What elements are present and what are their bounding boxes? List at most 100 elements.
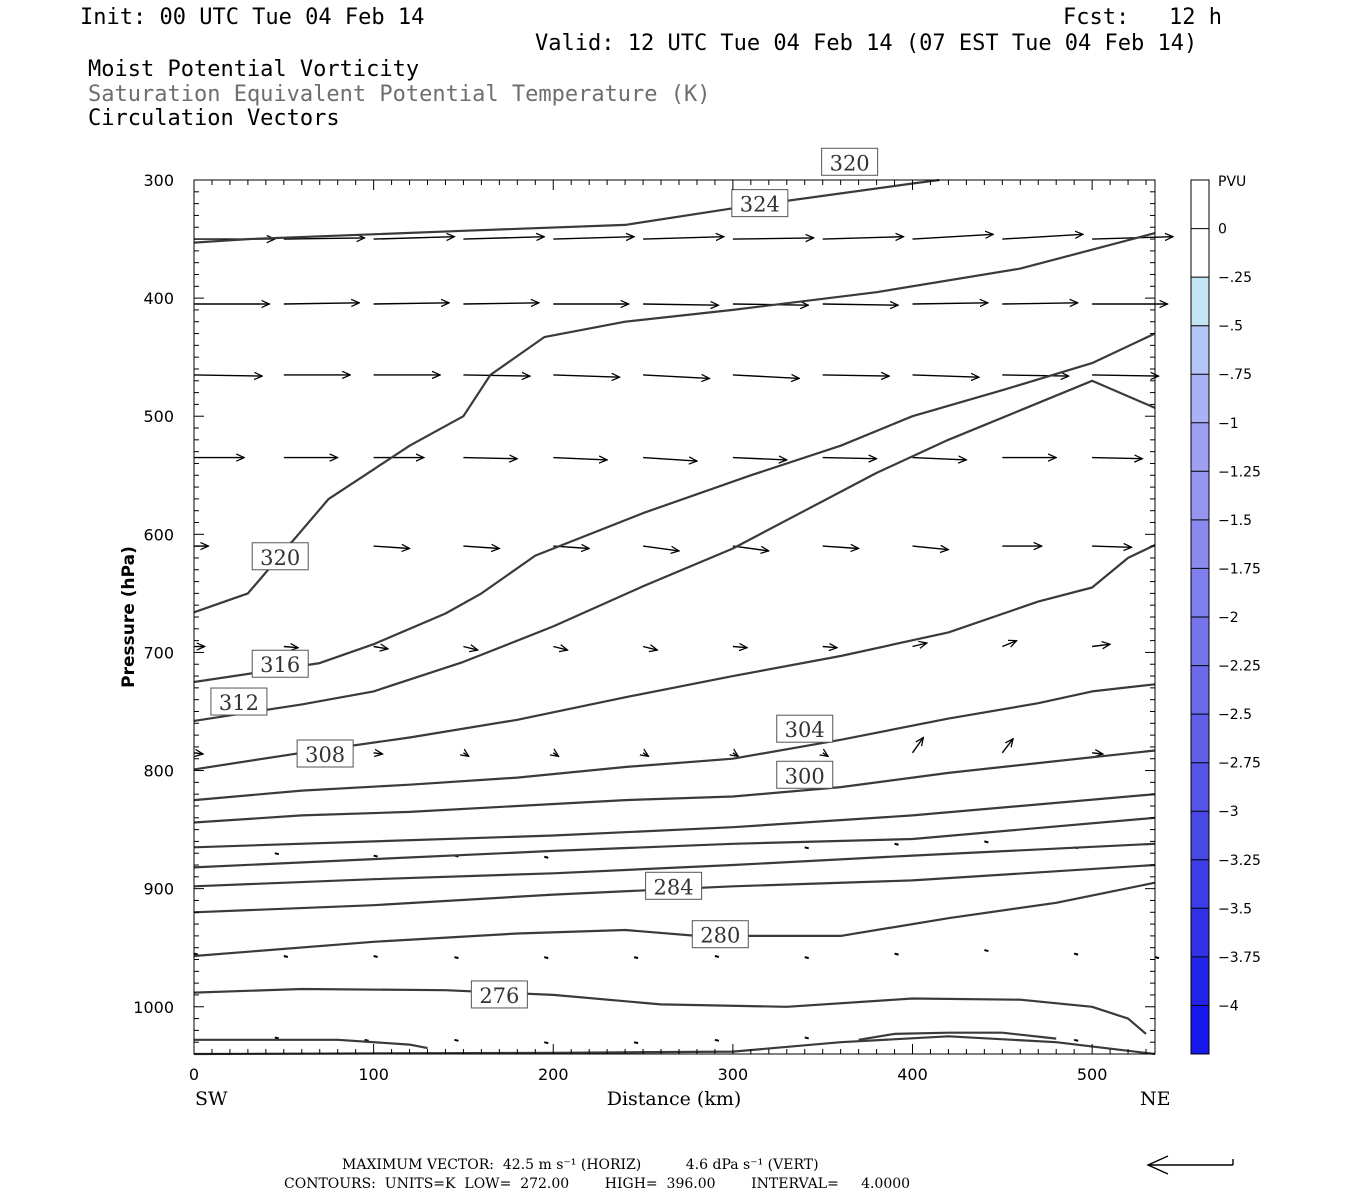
contour-304-6 (193, 683, 1156, 802)
vector-465-5 (643, 375, 709, 379)
contour-label-316-3: 316 (251, 649, 309, 678)
colorbar-segment-8 (1191, 568, 1209, 618)
colorbar-segment-4 (1191, 374, 1209, 424)
contour-label-320-2: 320 (251, 542, 309, 571)
vector-405-3 (463, 303, 539, 304)
vector-small-14 (714, 955, 720, 958)
valid-time: Valid: 12 UTC Tue 04 Feb 14 (07 EST Tue … (535, 31, 1198, 56)
reference-vector-icon (1146, 1155, 1234, 1175)
xtick-label-0: 0 (189, 1065, 199, 1084)
vector-small-10 (373, 955, 378, 958)
colorbar-segment-12 (1191, 762, 1209, 812)
ytick-label-500: 500 (143, 407, 174, 426)
vector-small-24 (633, 1041, 639, 1045)
vector-610-5 (643, 545, 679, 551)
vector-small-5 (894, 842, 899, 846)
vector-695-4 (553, 647, 567, 651)
contour-324-0 (193, 178, 940, 244)
vector-small-3 (544, 855, 549, 859)
vector-small-19 (1154, 956, 1160, 960)
colorbar-segment-5 (1191, 422, 1209, 472)
vector-350-7 (822, 237, 904, 239)
x-axis-title: Distance (km) (607, 1088, 742, 1110)
vector-785-8 (1001, 739, 1013, 754)
colorbar-segment-0 (1191, 180, 1209, 230)
vector-405-1 (283, 303, 360, 304)
vector-535-5 (643, 458, 697, 462)
contour-308-5 (193, 544, 1156, 771)
x-start-label: SW (195, 1088, 228, 1110)
y-axis-title: Pressure (hPa) (119, 546, 139, 688)
contour-label-300-7: 300 (776, 760, 834, 789)
vector-785-6 (823, 753, 828, 757)
contour-label-324-0: 324 (731, 189, 789, 218)
x-end-label: NE (1140, 1088, 1171, 1110)
contour-288-10 (193, 842, 1156, 888)
vector-small-11 (454, 956, 459, 960)
vector-350-1 (283, 238, 365, 239)
colorbar-labels: 0 −.25 −.5 −.75 −1 −1.25 −1.5 −1.75 −2 −2.25 −2.5 −… (1218, 222, 1261, 1015)
colorbar-label-12: −3 (1218, 804, 1239, 820)
colorbar-label-4: −1 (1218, 416, 1239, 432)
field-title-2: Saturation Equivalent Potential Temperat… (88, 82, 711, 107)
theta-es-contours (193, 178, 1156, 1056)
vector-350-5 (643, 237, 724, 239)
vector-small-8 (193, 952, 199, 956)
colorbar-segment-11 (1191, 714, 1209, 764)
vector-small-27 (1073, 1038, 1079, 1042)
contour-284-11 (193, 863, 1156, 914)
colorbar-label-11: −2.75 (1218, 756, 1261, 772)
contour-label-312-4: 312 (210, 687, 268, 716)
vector-small-21 (364, 1038, 369, 1042)
ytick-label-900: 900 (143, 880, 174, 899)
colorbar-label-9: −2.25 (1218, 659, 1261, 675)
vector-350-9 (1002, 234, 1083, 240)
circulation-vectors (193, 234, 1173, 1045)
colorbar-label-10: −2.5 (1218, 707, 1252, 723)
vector-small-23 (544, 1041, 549, 1045)
vector-535-7 (822, 458, 877, 459)
init-time: Init: 00 UTC Tue 04 Feb 14 (80, 5, 425, 30)
x-tick-labels: 0 100 200 300 400 500 (189, 1065, 1107, 1084)
contour-label-276-13: 276 (470, 980, 528, 1009)
vector-535-4 (553, 458, 607, 460)
vector-695-7 (822, 647, 837, 648)
y-tick-labels: 300 400 500 600 700 800 900 1000 (133, 171, 174, 1017)
contour-label-text: 320 (260, 546, 300, 570)
colorbar-segment-3 (1191, 325, 1209, 375)
vector-610-3 (463, 546, 499, 548)
vector-535-8 (912, 458, 967, 460)
xtick-label-500: 500 (1077, 1065, 1108, 1084)
contour-label-text: 284 (654, 875, 694, 899)
contour-label-text: 276 (479, 984, 519, 1008)
colorbar-label-8: −2 (1218, 610, 1239, 626)
vector-695-8 (912, 643, 927, 647)
vector-350-6 (732, 238, 814, 239)
colorbar-segment-1 (1191, 228, 1209, 278)
colorbar-label-7: −1.75 (1218, 561, 1261, 577)
vector-small-1 (373, 854, 378, 858)
contour-label-308-5: 308 (296, 739, 354, 768)
contour-label-320-1: 320 (821, 147, 879, 176)
vector-small-25 (714, 1038, 720, 1042)
colorbar-label-2: −.5 (1218, 319, 1243, 335)
contour-label-box (776, 714, 834, 743)
contour-label-box (776, 760, 834, 789)
contour-label-text: 300 (785, 764, 825, 788)
vector-465-7 (822, 375, 890, 376)
vector-350-2 (373, 237, 455, 239)
contour-label-text: 308 (305, 743, 345, 767)
axis-ticks (193, 179, 1155, 1055)
vector-695-6 (732, 647, 747, 648)
colorbar-segment-14 (1191, 859, 1209, 909)
vector-405-5 (643, 304, 718, 305)
vector-small-12 (544, 956, 549, 960)
contour-label-box (470, 980, 528, 1009)
contour-label-text: 280 (700, 924, 740, 948)
contour-label-box (731, 189, 789, 218)
contour-272-14 (194, 1038, 428, 1050)
ytick-label-700: 700 (143, 643, 174, 662)
vector-small-9 (283, 955, 289, 958)
